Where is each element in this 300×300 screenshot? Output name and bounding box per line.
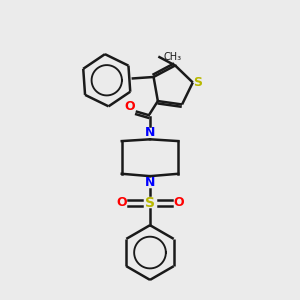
Text: N: N — [145, 126, 155, 139]
Text: CH₃: CH₃ — [163, 52, 181, 62]
Text: O: O — [116, 196, 127, 209]
Text: N: N — [145, 176, 155, 189]
Text: S: S — [193, 76, 202, 89]
Text: O: O — [173, 196, 184, 209]
Text: O: O — [124, 100, 135, 113]
Text: S: S — [145, 196, 155, 210]
